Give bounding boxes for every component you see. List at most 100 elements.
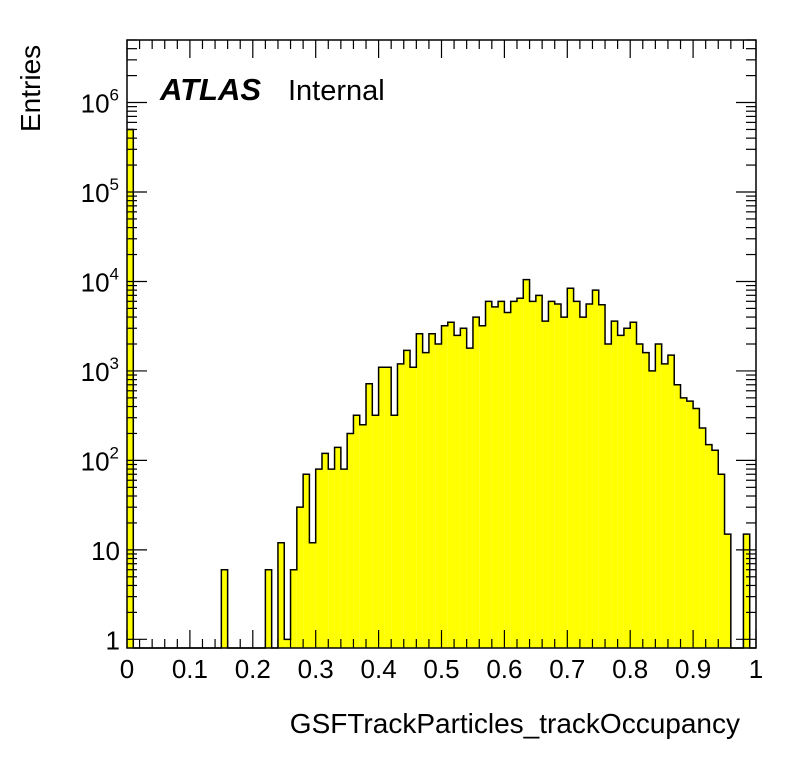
- histogram-bar: [265, 569, 272, 648]
- histogram-bar: [410, 367, 417, 648]
- histogram-bar: [686, 401, 694, 648]
- histogram-bar: [561, 317, 568, 648]
- x-tick-label: 1: [749, 654, 763, 684]
- histogram-bar: [642, 352, 650, 648]
- histogram-bar: [441, 325, 448, 648]
- histogram-bar: [435, 344, 442, 648]
- histogram-bar: [523, 279, 530, 648]
- histogram-bar: [498, 301, 505, 648]
- histogram-bar: [649, 370, 656, 648]
- x-tick-label: 0.8: [612, 654, 648, 684]
- histogram-bar: [328, 469, 335, 648]
- histogram-bar: [466, 348, 473, 648]
- histogram-bar: [705, 444, 712, 648]
- histogram-bar: [655, 344, 662, 648]
- histogram-bar: [378, 367, 385, 648]
- histogram-bar: [391, 415, 398, 648]
- histogram-bar: [340, 469, 348, 648]
- histogram-bar: [127, 129, 134, 649]
- histogram-outline: [127, 128, 756, 649]
- histogram-bar: [661, 363, 668, 648]
- histogram-bar: [479, 325, 486, 648]
- histogram-bar: [674, 384, 681, 648]
- y-tick-label: 104: [81, 264, 119, 297]
- histogram-bar: [315, 469, 322, 648]
- x-tick-label: 0: [120, 654, 134, 684]
- histogram-bar: [718, 474, 725, 648]
- y-tick-label: 10: [91, 536, 120, 566]
- histogram-bar: [334, 447, 341, 648]
- histogram-bar: [454, 335, 461, 648]
- histogram-bar: [504, 312, 511, 648]
- histogram-bar: [598, 304, 606, 648]
- histogram-bar: [630, 322, 637, 648]
- histogram-bar: [491, 306, 499, 648]
- histogram-bar: [724, 534, 731, 648]
- histogram-bar: [460, 328, 467, 648]
- y-tick-label: 1: [106, 625, 120, 655]
- x-tick-label: 0.4: [361, 654, 397, 684]
- y-tick-label: 105: [81, 175, 119, 208]
- histogram-bar: [579, 317, 587, 648]
- histogram-bar: [529, 301, 536, 648]
- histogram-bar: [743, 534, 750, 648]
- x-tick-label: 0.6: [486, 654, 522, 684]
- x-tick-label: 0.7: [549, 654, 585, 684]
- histogram-bar: [510, 301, 517, 648]
- x-tick-label: 0.9: [675, 654, 711, 684]
- histogram-bar: [542, 321, 549, 648]
- y-tick-label: 102: [81, 443, 119, 476]
- plot-area: [126, 39, 757, 649]
- histogram-bar: [296, 507, 304, 648]
- histogram-bar: [472, 317, 480, 648]
- histogram-bar: [567, 288, 574, 648]
- x-axis-label: GSFTrackParticles_trackOccupancy: [290, 708, 740, 739]
- histogram-bar: [516, 298, 524, 648]
- histogram-bar: [290, 569, 297, 648]
- histogram-bar: [321, 453, 329, 648]
- x-tick-label: 0.2: [235, 654, 271, 684]
- histogram-bar: [403, 350, 411, 648]
- y-axis-label: Entries: [15, 45, 46, 132]
- histogram-bar: [548, 301, 555, 648]
- histogram-bar: [711, 450, 719, 648]
- histogram-bar: [485, 301, 492, 648]
- histogram-bar: [623, 328, 631, 648]
- histogram-bar: [636, 344, 643, 648]
- x-tick-label: 0.5: [423, 654, 459, 684]
- histogram-bar: [693, 408, 700, 648]
- histogram-bar: [309, 542, 316, 648]
- y-tick-labels: 1 10 102 103 104 105 106: [81, 86, 120, 656]
- histogram-bar: [535, 295, 543, 648]
- histogram-bar: [353, 415, 360, 648]
- histogram-bar: [428, 333, 436, 648]
- histogram-bar: [422, 352, 429, 648]
- histogram-bar: [303, 474, 310, 648]
- y-tick-label: 103: [81, 354, 119, 387]
- x-tick-label: 0.3: [298, 654, 334, 684]
- histogram-bar: [277, 542, 285, 648]
- histogram-bar: [384, 367, 392, 648]
- histogram-bar: [221, 569, 228, 648]
- histogram-bar: [611, 321, 618, 648]
- histogram-bar: [667, 355, 675, 648]
- histogram-bar: [592, 290, 599, 648]
- histogram-bar: [554, 303, 562, 648]
- y-tick-label: 106: [81, 86, 119, 119]
- internal-label: Internal: [288, 75, 385, 107]
- histogram-bar: [372, 415, 379, 648]
- histogram-bar: [347, 433, 354, 648]
- x-tick-labels: 0 0.1 0.2 0.3 0.4 0.5 0.6 0.7 0.8 0.9 1: [120, 654, 763, 684]
- histogram-bar: [680, 397, 687, 648]
- histogram-bar: [366, 383, 373, 648]
- histogram-bar: [605, 344, 612, 648]
- atlas-label: ATLAS: [159, 72, 261, 107]
- histogram-bar: [359, 424, 367, 648]
- histogram-bar: [573, 301, 580, 648]
- x-tick-label: 0.1: [172, 654, 208, 684]
- histogram-bar: [397, 363, 404, 648]
- histogram-bar: [416, 333, 423, 648]
- histogram-bar: [617, 335, 624, 648]
- histogram-bar: [284, 639, 291, 648]
